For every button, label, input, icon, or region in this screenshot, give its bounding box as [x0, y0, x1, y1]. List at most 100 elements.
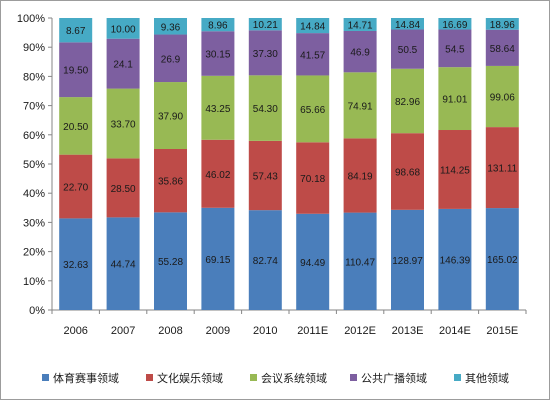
bar-segment: [106, 38, 140, 89]
data-label: 20.50: [63, 122, 88, 133]
bar-segment: [485, 208, 519, 310]
bar-segment: [343, 18, 377, 31]
data-label: 114.25: [440, 165, 470, 176]
data-label: 32.63: [63, 260, 88, 271]
bar-segment: [485, 29, 519, 66]
bar-segment: [201, 31, 235, 76]
bar-segment: [248, 210, 282, 310]
data-label: 82.96: [395, 97, 420, 108]
data-label: 74.91: [348, 101, 373, 112]
data-label: 128.97: [392, 256, 423, 267]
data-label: 46.02: [205, 170, 230, 181]
data-labels: 32.63 22.70 20.50 19.50 8.67 44.74 28.50 33.70 2…: [63, 20, 518, 271]
x-tick-label: 2012E: [344, 325, 376, 337]
data-label: 58.64: [490, 44, 515, 55]
bar-segment: [154, 34, 187, 83]
data-label: 70.18: [300, 174, 325, 185]
bar-segment: [296, 142, 330, 214]
y-tick-label: 80%: [23, 71, 45, 83]
x-tick-label: 2015E: [486, 325, 518, 337]
bar-segment: [296, 75, 330, 143]
bar-segment: [391, 133, 424, 210]
bar-segment: [106, 217, 140, 310]
data-label: 46.9: [350, 48, 370, 59]
legend-swatch: [250, 374, 257, 381]
data-label: 28.50: [111, 184, 136, 195]
data-label: 19.50: [63, 66, 88, 77]
y-tick-label: 100%: [17, 13, 45, 25]
bar-segment: [59, 154, 93, 219]
bar-segment: [391, 68, 424, 134]
legend-entry: 体育赛事领域: [53, 371, 119, 385]
data-label: 22.70: [63, 183, 88, 194]
data-label: 18.96: [490, 20, 515, 31]
data-label: 26.9: [161, 54, 181, 65]
legend-swatch: [350, 374, 357, 381]
bar-segment: [296, 33, 330, 76]
data-label: 55.28: [158, 257, 183, 268]
data-label: 165.02: [487, 255, 518, 266]
bar-segment: [343, 212, 377, 310]
legend-entry: 其他领域: [465, 372, 509, 385]
y-tick-label: 90%: [23, 42, 45, 54]
data-label: 131.11: [487, 164, 517, 175]
data-label: 33.70: [111, 119, 136, 130]
bar-segment: [248, 30, 282, 76]
data-label: 24.1: [113, 60, 133, 71]
bar-segment: [106, 158, 140, 218]
bar-segment: [343, 138, 377, 213]
bar-segment: [485, 65, 519, 128]
legend-swatch: [454, 374, 461, 381]
data-label: 65.66: [300, 105, 325, 116]
bar-segment: [154, 149, 187, 213]
bars: [59, 18, 519, 310]
bar-segment: [59, 42, 93, 98]
y-tick-label: 40%: [23, 188, 45, 200]
bar-segment: [438, 208, 472, 310]
bar-segment: [391, 18, 424, 30]
data-label: 8.67: [66, 26, 86, 37]
x-tick-label: 2006: [63, 325, 87, 337]
data-label: 82.74: [253, 256, 278, 267]
data-label: 69.15: [205, 255, 230, 266]
axes: 0% 10% 20% 30% 40% 50% 60% 70% 80% 90% 100% 2006 200…: [17, 13, 527, 337]
data-label: 9.36: [161, 22, 181, 33]
bar-segment: [201, 18, 235, 32]
y-tick-label: 60%: [23, 130, 45, 142]
bar-segment: [154, 212, 187, 310]
y-tick-label: 20%: [23, 247, 45, 259]
data-label: 44.74: [111, 260, 136, 271]
data-label: 54.5: [445, 44, 465, 55]
bar-segment: [248, 75, 282, 141]
bar-segment: [391, 29, 424, 69]
bar-segment: [438, 18, 472, 30]
bar-segment: [485, 18, 519, 30]
bar-segment: [438, 29, 472, 68]
x-tick-label: 2014E: [439, 325, 471, 337]
x-tick-label: 2007: [111, 325, 135, 337]
bar-segment: [343, 30, 377, 73]
bar-segment: [59, 97, 93, 155]
bar-segment: [154, 82, 187, 150]
data-label: 43.25: [205, 104, 230, 115]
legend-swatch: [42, 374, 49, 381]
data-label: 35.86: [158, 177, 183, 188]
bar-segment: [391, 209, 424, 310]
data-label: 57.43: [253, 172, 278, 183]
data-label: 146.39: [440, 255, 471, 266]
legend-entry: 会议系统领域: [261, 372, 327, 385]
data-label: 94.49: [300, 258, 325, 269]
data-label: 16.69: [442, 20, 467, 31]
y-tick-label: 10%: [23, 276, 45, 288]
x-tick-label: 2011E: [297, 325, 328, 337]
bar-segment: [201, 75, 235, 140]
bar-segment: [248, 140, 282, 211]
y-tick-label: 0%: [29, 305, 45, 317]
data-label: 41.57: [300, 50, 325, 61]
bar-segment: [248, 18, 282, 31]
data-label: 10.00: [111, 24, 136, 35]
data-label: 37.90: [158, 112, 183, 123]
bar-segment: [296, 18, 330, 34]
bar-segment: [59, 218, 93, 310]
